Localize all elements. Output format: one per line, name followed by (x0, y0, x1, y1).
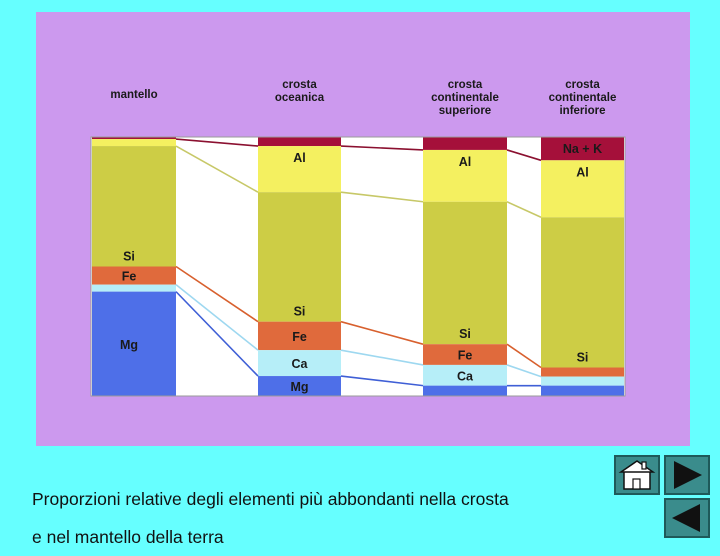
connector-NaK-1 (340, 145, 424, 151)
segment-label-crosta-continentale-superiore-Si: Si (459, 327, 471, 341)
column-label-line: oceanica (275, 92, 325, 104)
connector-Fe-1 (340, 349, 424, 366)
segment-mantello-Al (92, 139, 176, 147)
segment-label-crosta-continentale-inferiore-NaK: Na + K (563, 142, 602, 156)
segment-label-crosta-oceanica-Fe: Fe (292, 330, 307, 344)
segment-label-mantello-Mg: Mg (120, 338, 138, 352)
segment-label-crosta-continentale-inferiore-Al: Al (576, 165, 589, 179)
connector-Si-0 (175, 265, 259, 323)
segment-crosta-continentale-inferiore-Ca (541, 376, 624, 386)
segment-label-crosta-continentale-inferiore-Si: Si (577, 351, 589, 365)
segment-crosta-continentale-superiore-Fe (423, 344, 507, 365)
connector-Fe-0 (175, 284, 259, 351)
column-label-line: continentale (431, 92, 499, 104)
connector-Ca-0 (175, 291, 259, 377)
segment-label-crosta-continentale-superiore-Ca: Ca (457, 369, 474, 383)
segment-mantello-Mg (92, 291, 176, 396)
segment-mantello-Si (92, 146, 176, 267)
diagram-panel: Si Fe Mg mantello Al Si Fe Ca Mg crosta oceanica Al… (36, 12, 690, 446)
segment-label-crosta-oceanica-Mg: Mg (290, 380, 308, 394)
segment-crosta-oceanica-Al (258, 146, 341, 193)
segment-crosta-continentale-inferiore-Al (541, 160, 624, 218)
connector-Fe-2 (506, 364, 542, 378)
segment-label-crosta-continentale-superiore-Fe: Fe (458, 349, 473, 363)
next-button[interactable] (664, 455, 710, 495)
segment-mantello-NaK (92, 137, 176, 140)
caption-line-1: Proporzioni relative degli elementi più … (32, 489, 509, 509)
segment-mantello-Fe (92, 266, 176, 285)
segment-crosta-oceanica-Mg (258, 376, 341, 396)
segment-label-crosta-oceanica-Al: Al (293, 151, 306, 165)
segment-crosta-continentale-superiore-NaK (423, 137, 507, 150)
house-icon (618, 460, 656, 490)
column-label-line: crosta (448, 79, 483, 91)
column-label-line: inferiore (559, 105, 605, 117)
segment-crosta-oceanica-Fe (258, 321, 341, 351)
segment-crosta-oceanica-Si (258, 192, 341, 322)
caption-line-2: e nel mantello della terra (32, 527, 224, 547)
segment-label-mantello-Si: Si (123, 250, 135, 264)
connector-Al-0 (175, 145, 259, 193)
connector-Si-2 (506, 343, 542, 369)
segment-mantello-Ca (92, 284, 176, 292)
connector-Al-2 (506, 201, 542, 219)
connector-NaK-0 (175, 138, 259, 147)
column-mantello: Si Fe Mg mantello (92, 89, 176, 396)
segment-crosta-oceanica-Ca (258, 350, 341, 377)
segment-crosta-continentale-inferiore-Si (541, 217, 624, 368)
column-label-mantello: mantello (110, 89, 157, 101)
connector-Al-1 (340, 191, 424, 203)
segment-label-crosta-oceanica-Si: Si (294, 305, 306, 319)
home-button[interactable] (614, 455, 660, 495)
segment-crosta-oceanica-NaK (258, 137, 341, 147)
triangle-right-icon (674, 461, 702, 489)
connector-Ca-1 (340, 375, 424, 387)
segment-crosta-continentale-superiore-Al (423, 149, 507, 202)
segment-crosta-continentale-superiore-Si (423, 201, 507, 345)
caption: Proporzioni relative degli elementi più … (32, 480, 612, 556)
segment-crosta-continentale-superiore-Ca (423, 364, 507, 386)
element-proportions-chart: SiFeMgmantelloAlSiFeCaMgcrostaoceanicaAl… (90, 79, 626, 397)
segment-label-crosta-continentale-superiore-Al: Al (459, 155, 472, 169)
segment-label-mantello-Fe: Fe (122, 270, 137, 284)
column-label-line: mantello (110, 89, 157, 101)
column-label-line: crosta (282, 79, 317, 91)
column-label-line: continentale (549, 92, 617, 104)
previous-button[interactable] (664, 498, 710, 538)
connector-NaK-2 (506, 149, 542, 162)
segment-label-crosta-oceanica-Ca: Ca (292, 357, 309, 371)
column-label-line: crosta (565, 79, 600, 91)
segment-crosta-continentale-inferiore-Fe (541, 367, 624, 377)
chart-border (90, 136, 626, 397)
column-label-line: superiore (439, 105, 491, 117)
segment-crosta-continentale-inferiore-NaK (541, 137, 624, 161)
segment-crosta-continentale-superiore-Mg (423, 385, 507, 396)
connector-Si-1 (340, 320, 424, 345)
triangle-left-icon (672, 504, 700, 532)
segment-crosta-continentale-inferiore-Mg (541, 385, 624, 396)
